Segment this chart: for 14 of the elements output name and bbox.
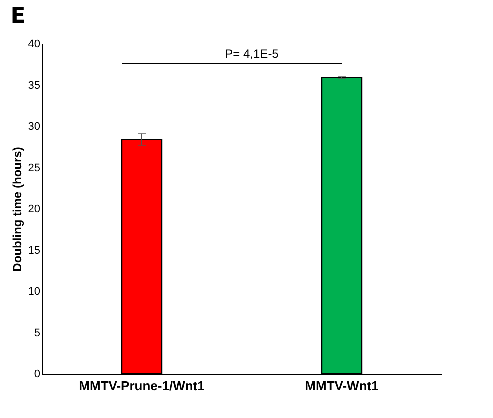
annotation: P= 4,1E-5: [225, 47, 280, 61]
y-tick-label: 35: [28, 80, 40, 92]
x-tick-label: MMTV-Wnt1: [305, 378, 379, 394]
y-axis-title: Doubling time (hours): [10, 147, 24, 272]
y-tick-label: 10: [28, 286, 40, 298]
y-tick-label: 0: [34, 368, 40, 380]
y-tick-label: 25: [28, 162, 40, 174]
y-tick-label: 20: [28, 204, 40, 216]
x-tick-label: MMTV-Prune-1/Wnt1: [79, 378, 205, 394]
y-tick-label: 5: [34, 327, 40, 340]
y-tick-label: 40: [28, 38, 40, 50]
chart-title: E: [10, 4, 26, 29]
y-tick-label: 15: [28, 244, 40, 257]
y-tick-label: 30: [28, 121, 40, 133]
